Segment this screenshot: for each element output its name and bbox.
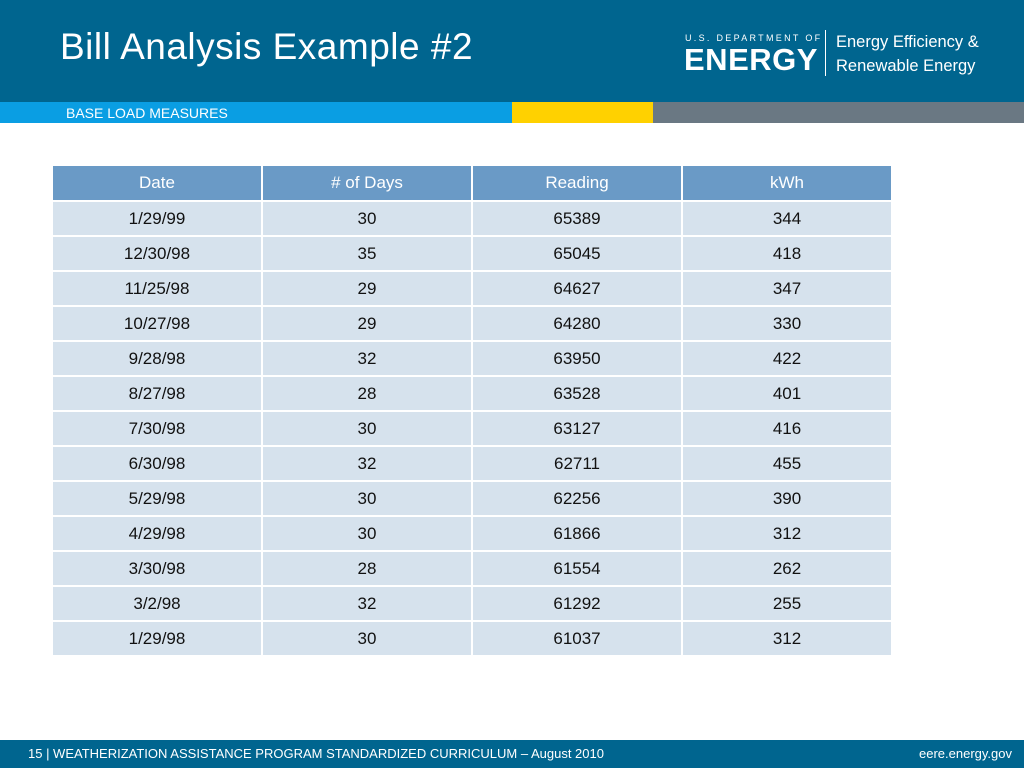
cell-kwh: 347 [681,270,893,307]
cell-days: 32 [261,585,473,622]
table-row: 5/29/98 30 62256 390 [51,480,893,517]
cell-date: 1/29/99 [51,200,263,237]
slide-title: Bill Analysis Example #2 [60,26,474,67]
cell-date: 5/29/98 [51,480,263,517]
cell-reading: 63127 [471,410,683,447]
logo-divider [825,30,826,76]
cell-kwh: 422 [681,340,893,377]
cell-days: 32 [261,340,473,377]
cell-reading: 63528 [471,375,683,412]
cell-date: 3/30/98 [51,550,263,587]
table-row: 3/2/98 32 61292 255 [51,585,893,622]
cell-reading: 61292 [471,585,683,622]
cell-days: 28 [261,550,473,587]
table-row: 1/29/98 30 61037 312 [51,620,893,657]
logo-energy-wordmark: ENERGY [684,42,818,77]
table-row: 10/27/98 29 64280 330 [51,305,893,342]
cell-kwh: 390 [681,480,893,517]
cell-date: 9/28/98 [51,340,263,377]
cell-reading: 61554 [471,550,683,587]
logo-office-line2: Renewable Energy [836,57,976,75]
slide-header [0,0,1024,102]
table-row: 1/29/99 30 65389 344 [51,200,893,237]
cell-kwh: 418 [681,235,893,272]
table-row: 12/30/98 35 65045 418 [51,235,893,272]
cell-days: 28 [261,375,473,412]
table-row: 3/30/98 28 61554 262 [51,550,893,587]
cell-kwh: 255 [681,585,893,622]
table-row: 11/25/98 29 64627 347 [51,270,893,307]
cell-date: 6/30/98 [51,445,263,482]
cell-reading: 64280 [471,305,683,342]
cell-kwh: 344 [681,200,893,237]
cell-days: 30 [261,410,473,447]
column-header-days: # of Days [261,164,473,202]
cell-date: 4/29/98 [51,515,263,552]
cell-date: 8/27/98 [51,375,263,412]
cell-days: 30 [261,200,473,237]
cell-days: 35 [261,235,473,272]
cell-days: 29 [261,305,473,342]
table-row: 9/28/98 32 63950 422 [51,340,893,377]
cell-reading: 64627 [471,270,683,307]
bill-analysis-table: Date # of Days Reading kWh 1/29/99 30 65… [51,164,893,657]
cell-days: 29 [261,270,473,307]
cell-date: 1/29/98 [51,620,263,657]
cell-kwh: 330 [681,305,893,342]
cell-date: 11/25/98 [51,270,263,307]
cell-days: 32 [261,445,473,482]
footer-caption: 15 | WEATHERIZATION ASSISTANCE PROGRAM S… [28,746,604,761]
cell-reading: 61866 [471,515,683,552]
section-band-yellow [512,102,653,123]
logo-office-line1: Energy Efficiency & [836,33,979,51]
column-header-kwh: kWh [681,164,893,202]
column-header-reading: Reading [471,164,683,202]
cell-days: 30 [261,515,473,552]
cell-reading: 62711 [471,445,683,482]
table-row: 4/29/98 30 61866 312 [51,515,893,552]
cell-kwh: 312 [681,620,893,657]
cell-reading: 63950 [471,340,683,377]
cell-reading: 65045 [471,235,683,272]
cell-kwh: 401 [681,375,893,412]
cell-reading: 62256 [471,480,683,517]
table-header-row: Date # of Days Reading kWh [51,164,893,202]
cell-reading: 65389 [471,200,683,237]
logo-department-label: U.S. DEPARTMENT OF [685,33,823,43]
cell-date: 10/27/98 [51,305,263,342]
cell-date: 3/2/98 [51,585,263,622]
cell-reading: 61037 [471,620,683,657]
cell-kwh: 312 [681,515,893,552]
section-band-gray [653,102,1024,123]
cell-kwh: 262 [681,550,893,587]
slide-footer [0,740,1024,768]
footer-website: eere.energy.gov [919,746,1012,761]
cell-date: 12/30/98 [51,235,263,272]
column-header-date: Date [51,164,263,202]
table-row: 6/30/98 32 62711 455 [51,445,893,482]
cell-kwh: 416 [681,410,893,447]
section-subtitle: BASE LOAD MEASURES [66,105,228,121]
table-row: 7/30/98 30 63127 416 [51,410,893,447]
table-row: 8/27/98 28 63528 401 [51,375,893,412]
section-band-blue [0,102,512,123]
cell-kwh: 455 [681,445,893,482]
cell-days: 30 [261,620,473,657]
cell-days: 30 [261,480,473,517]
cell-date: 7/30/98 [51,410,263,447]
